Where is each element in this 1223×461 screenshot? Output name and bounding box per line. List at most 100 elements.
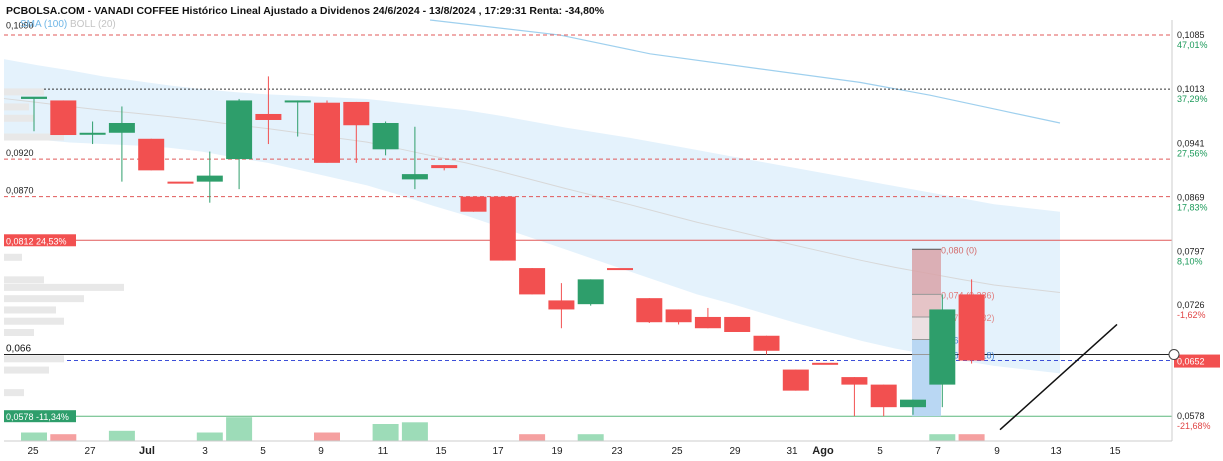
x-tick-label: 19 [551, 446, 563, 457]
fib-level-label: 0,080 (0) [941, 245, 977, 255]
candle-body [724, 316, 751, 332]
x-tick-label: 27 [84, 446, 96, 457]
volume-bar [958, 434, 985, 441]
trend-line [999, 323, 1118, 431]
x-tick-label: 23 [611, 446, 623, 457]
volume-profile-bar [4, 88, 44, 96]
candle-body [372, 122, 399, 150]
y-tick-pct: 47,01% [1177, 40, 1208, 50]
volume-profile-bar [4, 133, 64, 141]
volume-bar [929, 434, 956, 441]
y-tick-pct: 8,10% [1177, 257, 1203, 267]
x-tick-label: 17 [492, 446, 504, 457]
volume-bar [196, 432, 223, 441]
x-tick-label: 9 [318, 446, 324, 457]
volume-bar [21, 432, 47, 441]
volume-bar [401, 422, 428, 441]
candle-body [577, 279, 604, 305]
candle-body [314, 102, 340, 163]
y-tick-label: 0,0869 [1177, 192, 1205, 202]
x-tick-label: 25 [671, 446, 683, 457]
x-tick-label: 7 [935, 446, 941, 457]
x-tick-label: Jul [139, 445, 155, 457]
y-tick-label: 0,0578 [1177, 411, 1205, 421]
y-tick-label: 0,1085 [1177, 30, 1205, 40]
crosshair-marker [1168, 349, 1180, 361]
volume-profile-bar [4, 328, 34, 336]
fib-zone [912, 249, 941, 295]
y-tick-label: 0,0797 [1177, 247, 1205, 257]
volume-bar [372, 424, 399, 441]
volume-profile-bar [4, 253, 22, 261]
sma-line [429, 19, 1061, 124]
y-tick-label: 0,1013 [1177, 84, 1205, 94]
x-tick-label: 31 [786, 446, 798, 457]
volume-profile-bar [4, 317, 64, 325]
last-price-label: 0,0652 [1177, 357, 1205, 367]
candle-body [782, 369, 809, 391]
last-price-badge [1174, 354, 1220, 368]
y-tick-pct: 17,83% [1177, 202, 1208, 212]
chart-title: PCBOLSA.COM - VANADI COFFEE Histórico Li… [6, 5, 605, 17]
x-tick-label: 29 [729, 446, 741, 457]
volume-profile-bar [4, 389, 24, 397]
candle-body [753, 335, 780, 351]
candle-body [519, 268, 546, 295]
candle-body [812, 362, 839, 365]
candle-body [226, 100, 253, 160]
level-badge-label: 0,0812 24,53% [6, 236, 67, 246]
candle-body [50, 100, 77, 136]
volume-profile-bar [4, 103, 29, 111]
candle-body [138, 138, 165, 171]
candles-layer [21, 76, 1118, 441]
candle-body [167, 181, 194, 184]
candle-body [401, 174, 428, 180]
candle-body [284, 100, 311, 103]
x-tick-label: 13 [1050, 446, 1062, 457]
candle-body [900, 399, 926, 408]
x-tick-label: 15 [1109, 446, 1121, 457]
candle-body [196, 175, 223, 182]
legend-boll[interactable]: BOLL (20) [70, 19, 116, 30]
x-tick-label: 5 [877, 446, 883, 457]
x-tick-label: 9 [994, 446, 1000, 457]
candle-body [79, 132, 106, 135]
volume-bar [577, 434, 604, 441]
volume-bar [108, 430, 135, 441]
volume-profile-bar [4, 114, 34, 122]
candle-body [841, 377, 868, 385]
bollinger-middle-line [3, 98, 1061, 294]
y-tick-pct: -21,68% [1177, 421, 1211, 431]
candle-body [548, 300, 575, 310]
volume-bar [314, 432, 340, 441]
x-tick-label: Ago [812, 445, 834, 457]
candle-body [108, 122, 135, 133]
volume-bar [50, 434, 77, 441]
volume-bar [226, 417, 253, 441]
x-tick-label: 25 [27, 446, 39, 457]
candle-body [694, 316, 721, 329]
volume-bar [519, 434, 546, 441]
candle-body [489, 196, 516, 261]
volume-profile-bar [4, 366, 49, 374]
level-label: 0,0870 [6, 186, 34, 196]
x-tick-label: 15 [435, 446, 447, 457]
crosshair-price-label: 0,066 [6, 344, 31, 355]
candle-body [21, 96, 47, 99]
y-tick-pct: -1,62% [1177, 310, 1206, 320]
candle-body [460, 196, 487, 212]
level-badge-label: 0,0578 -11,34% [6, 412, 69, 422]
candle-body [636, 298, 663, 323]
candle-body [929, 309, 956, 385]
candle-body [431, 165, 458, 169]
level-label: 0,0920 [6, 148, 34, 158]
y-tick-pct: 27,56% [1177, 148, 1208, 158]
volume-profile-bar [4, 295, 84, 303]
x-tick-label: 3 [202, 446, 208, 457]
candle-body [607, 268, 633, 271]
candle-body [665, 309, 692, 323]
volume-profile-bar [4, 306, 56, 314]
legend-sma[interactable]: SMA (100) [20, 19, 67, 30]
